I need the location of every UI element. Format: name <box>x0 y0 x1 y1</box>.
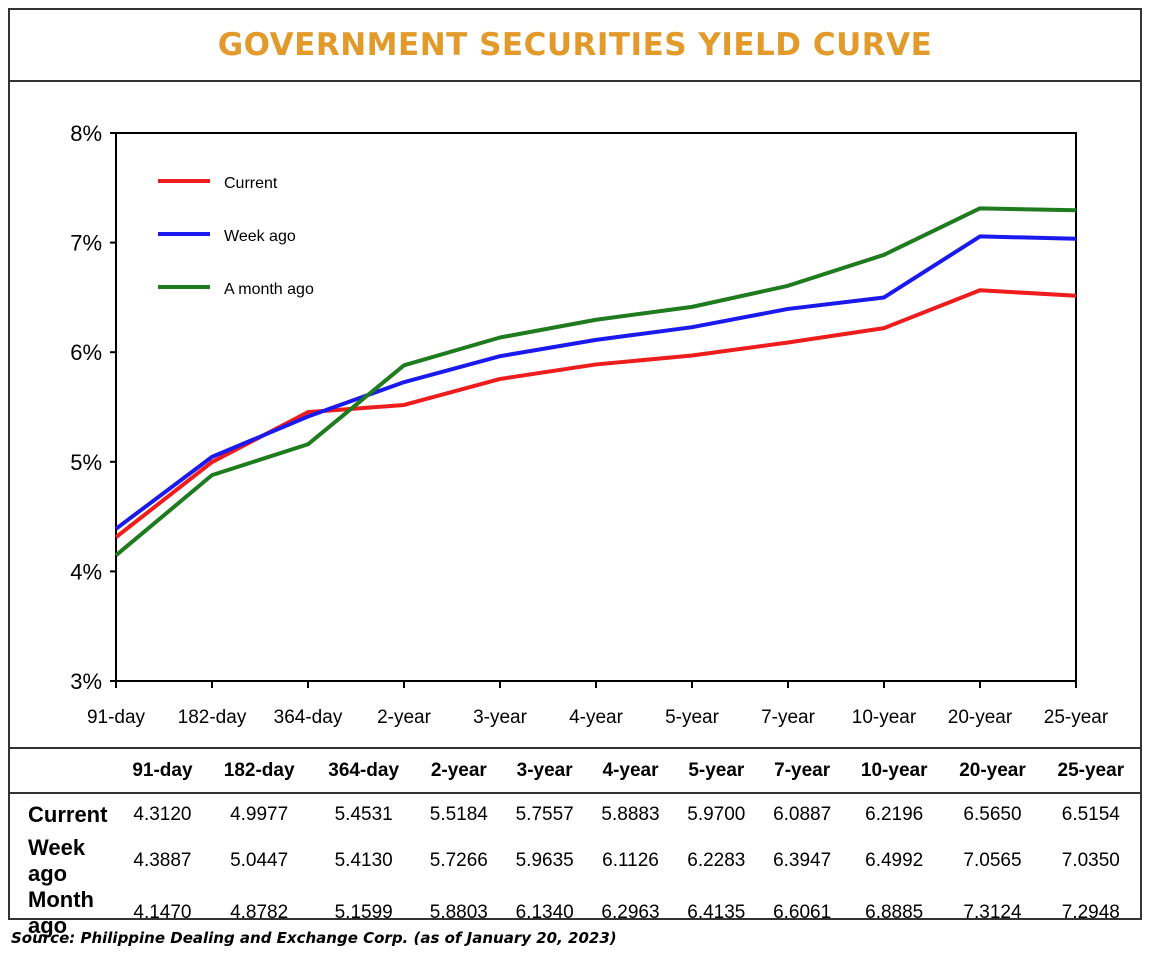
table-row: Month ago 4.1470 4.8782 5.1599 5.8803 6.1340 6… <box>10 887 1140 939</box>
table-cell: 6.2283 <box>687 850 746 871</box>
table-column-header: 4-year <box>587 749 674 794</box>
table-row: Week ago 4.3887 5.0447 5.4130 5.7266 5.9635 6.… <box>10 835 1140 887</box>
table-cell: 6.0887 <box>773 803 832 825</box>
table-corner-cell <box>10 749 118 794</box>
table-cell: 5.4130 <box>334 850 393 871</box>
chart-title: GOVERNMENT SECURITIES YIELD CURVE <box>217 27 933 63</box>
x-tick-label: 10-year <box>852 707 917 728</box>
legend-label: A month ago <box>224 281 314 298</box>
table-cell: 7.2948 <box>1061 902 1120 923</box>
plot-layer: 3% 4% 5% 6% 7% 8% 91-day 182-day 364-day 2-year 3-… <box>70 121 1109 728</box>
table-cell: 7.3124 <box>963 902 1022 923</box>
x-tick-label: 4-year <box>569 707 624 728</box>
x-tick-label: 91-day <box>87 707 146 728</box>
chart-frame: GOVERNMENT SECURITIES YIELD CURVE 3% 4% 5%… <box>8 8 1142 938</box>
table-cell: 6.4135 <box>687 902 746 923</box>
table-cell: 4.1470 <box>133 902 192 923</box>
x-tick-label: 25-year <box>1044 707 1109 728</box>
table-cell: 5.7557 <box>515 803 574 825</box>
table-cell: 6.4992 <box>865 850 924 871</box>
table-cell: 4.9977 <box>230 803 289 825</box>
table-column-header: 91-day <box>118 749 207 794</box>
table-row-label: Month ago <box>28 887 94 938</box>
table-cell: 6.2963 <box>601 902 660 923</box>
table-cell: 4.8782 <box>230 902 289 923</box>
plot-area <box>115 132 1077 682</box>
table-header-row: 91-day 182-day 364-day 2-year 3-year 4-year 5-… <box>10 749 1140 794</box>
y-tick-label: 4% <box>70 559 102 584</box>
table-cell: 5.8883 <box>601 803 660 825</box>
table-cell: 5.4531 <box>334 803 393 825</box>
x-tick-label: 5-year <box>665 707 720 728</box>
legend-label: Week ago <box>224 228 296 245</box>
table-cell: 7.0350 <box>1061 850 1120 871</box>
table-cell: 5.8803 <box>429 902 488 923</box>
table-cell: 7.0565 <box>963 850 1022 871</box>
table-column-header: 7-year <box>759 749 846 794</box>
table-cell: 5.5184 <box>429 803 488 825</box>
y-tick-label: 6% <box>70 340 102 365</box>
table-column-header: 182-day <box>206 749 312 794</box>
series-line-current <box>114 288 1077 539</box>
x-tick-label: 7-year <box>761 707 816 728</box>
table-cell: 6.3947 <box>773 850 832 871</box>
y-tick-label: 3% <box>70 669 102 694</box>
table-cell: 5.9700 <box>687 803 746 825</box>
x-tick-label: 2-year <box>377 707 432 728</box>
table-column-header: 364-day <box>311 749 416 794</box>
table-column-header: 10-year <box>845 749 944 794</box>
table-cell: 6.2196 <box>865 803 924 825</box>
table-cell: 5.0447 <box>230 850 289 871</box>
table-row-label: Week ago <box>28 835 86 886</box>
table-cell: 6.1126 <box>602 850 659 871</box>
legend-label: Current <box>224 175 278 192</box>
table-cell: 4.3887 <box>133 850 192 871</box>
yield-table-area: 91-day 182-day 364-day 2-year 3-year 4-year 5-… <box>10 747 1140 938</box>
table-column-header: 3-year <box>501 749 588 794</box>
table-cell: 6.1340 <box>515 902 574 923</box>
table-cell: 6.5154 <box>1061 803 1120 825</box>
table-column-header: 5-year <box>673 749 760 794</box>
table-column-header: 25-year <box>1041 749 1140 794</box>
table-body: Current 4.3120 4.9977 5.4531 5.5184 5.7557 5.8… <box>10 793 1140 939</box>
table-row: Current 4.3120 4.9977 5.4531 5.5184 5.7557 5.8… <box>10 793 1140 835</box>
yield-curve-chart: 3% 4% 5% 6% 7% 8% 91-day 182-day 364-day 2-year 3-… <box>70 121 1109 728</box>
table-cell: 6.5650 <box>963 803 1022 825</box>
y-tick-label: 5% <box>70 450 102 475</box>
table-cell: 5.9635 <box>515 850 574 871</box>
x-tick-label: 3-year <box>473 707 528 728</box>
series-line-a-month-ago <box>114 206 1077 557</box>
table-cell: 6.6061 <box>773 902 832 923</box>
x-tick-label: 364-day <box>274 707 343 728</box>
table-cell: 6.8885 <box>865 902 924 923</box>
y-tick-label: 7% <box>70 231 102 256</box>
x-tick-label: 182-day <box>178 707 247 728</box>
table-column-header: 20-year <box>943 749 1042 794</box>
table-cell: 4.3120 <box>133 803 192 825</box>
table-cell: 5.7266 <box>429 850 488 871</box>
x-tick-label: 20-year <box>948 707 1013 728</box>
source-note: Source: Philippine Dealing and Exchange … <box>11 929 617 947</box>
table-row-label: Current <box>28 801 108 827</box>
yield-table: 91-day 182-day 364-day 2-year 3-year 4-year 5-… <box>10 749 1140 939</box>
title-bar: GOVERNMENT SECURITIES YIELD CURVE <box>10 10 1140 82</box>
y-tick-label: 8% <box>70 121 102 146</box>
table-column-header: 2-year <box>415 749 502 794</box>
table-cell: 5.1599 <box>334 902 393 923</box>
